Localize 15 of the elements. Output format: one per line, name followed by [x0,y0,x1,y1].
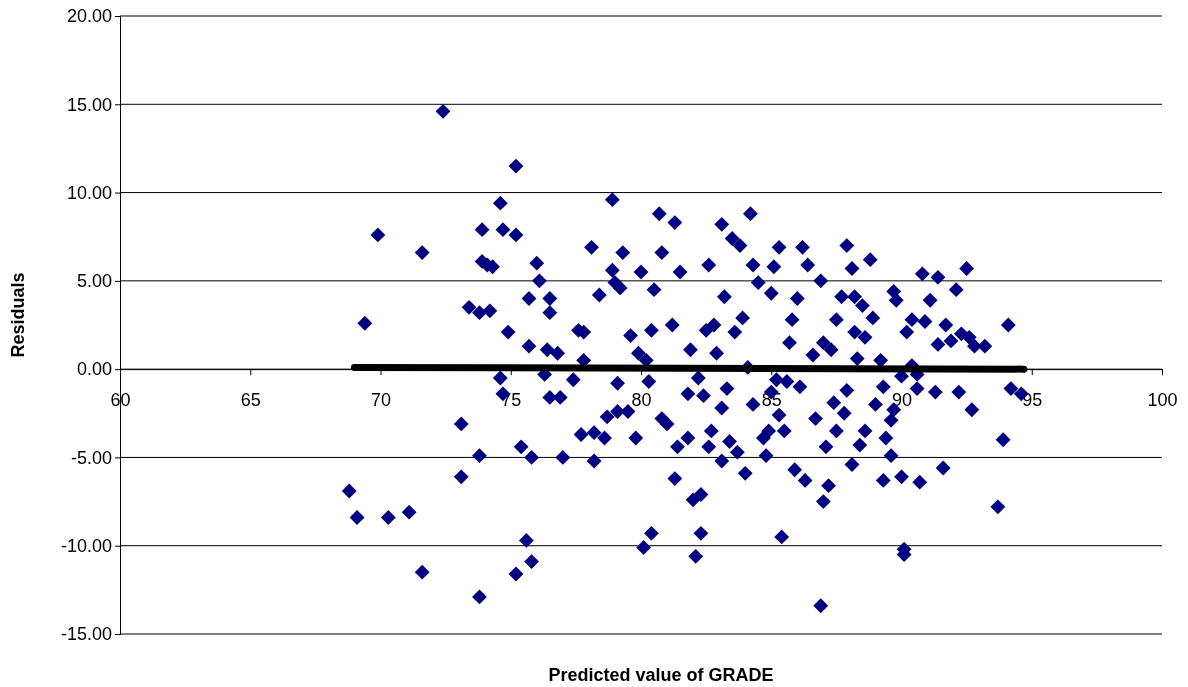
y-tick-label: 15.00 [66,94,112,115]
y-tick-label: 20.00 [66,6,112,27]
x-axis-title: Predicted value of GRADE [548,665,774,685]
y-tick-label: -15.00 [60,624,112,645]
y-tick-label: 10.00 [66,182,112,203]
x-tick-label: 80 [631,389,652,410]
x-tick-label: 65 [240,389,261,410]
y-tick-label: 5.00 [76,271,112,292]
y-tick-label: 0.00 [76,359,112,380]
x-tick-label: 90 [891,389,913,410]
y-axis-title: Residuals [8,272,28,358]
x-tick-label: 70 [370,389,392,410]
x-tick-label: 100 [1147,389,1178,410]
y-tick-label: -5.00 [70,447,112,468]
y-tick-label: -10.00 [60,535,112,556]
